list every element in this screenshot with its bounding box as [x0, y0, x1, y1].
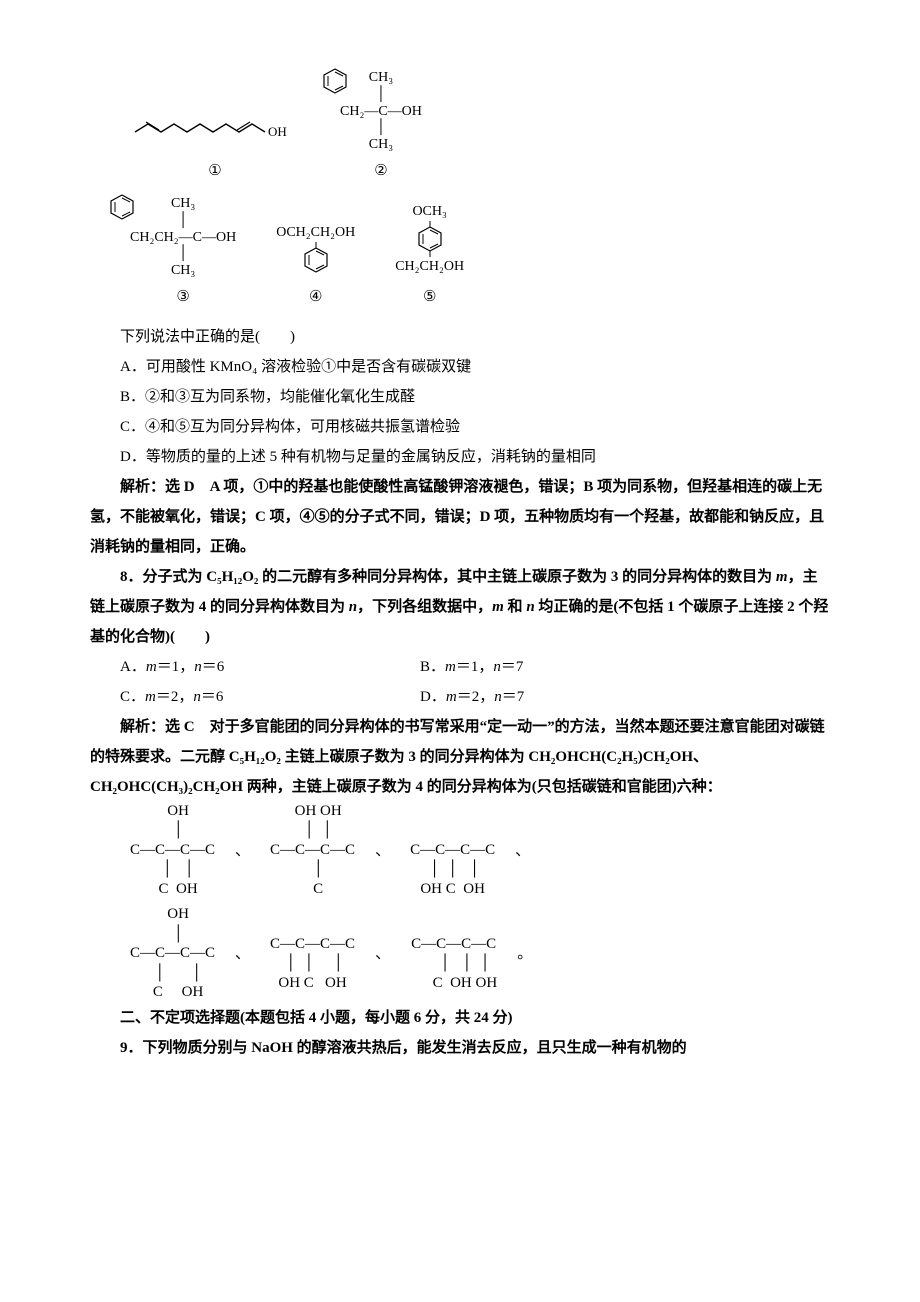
structure-2: CH₃ │ CH₂—C—OH │ CH₃ ②: [340, 70, 422, 186]
label-4: ④: [309, 282, 322, 312]
zigzag-chain-icon: OH: [130, 110, 300, 150]
structure-3: CH₃│ CH₂CH₂—C—OH│ CH₃ ③: [130, 196, 236, 312]
label-2: ②: [374, 156, 387, 186]
structures-row-1: OH ① CH₃ │ CH₂—C—OH │ CH₃ ②: [130, 70, 830, 186]
label-1: ①: [208, 156, 221, 186]
benzene-icon: [107, 192, 137, 222]
structure-4: OCH₂CH₂OH ④: [276, 225, 355, 312]
isomer-4: OH │C—C—C—C │ │ C OH: [130, 905, 215, 1003]
q8-options-row2: C．m＝2，n＝6 D．m＝2，n＝7: [120, 682, 830, 712]
q7-option-c: C．④和⑤互为同分异构体，可用核磁共振氢谱检验: [90, 412, 830, 442]
q7-option-a: A．可用酸性 KMnO₄ 溶液检验①中是否含有碳碳双键: [90, 352, 830, 382]
q9-stem: 9．下列物质分别与 NaOH 的醇溶液共热后，能发生消去反应，且只生成一种有机物…: [90, 1033, 830, 1063]
isomer-5: C—C—C—C │ │ │OH C OH: [270, 915, 355, 993]
structure-5: OCH₃ CH₂CH₂OH ⑤: [395, 204, 464, 312]
skeletal-row-1: OH │C—C—C—C │ │ C OH 、 OH OH │ │C—C—C—C …: [130, 802, 830, 900]
benzene-icon: [415, 221, 445, 259]
svg-text:OH: OH: [268, 124, 287, 139]
benzene-icon: [320, 66, 350, 96]
q8-answer: 解析：选 C 对于多官能团的同分异构体的书写常采用“定一动一”的方法，当然本题还…: [90, 712, 830, 802]
q7-option-b: B．②和③互为同系物，均能催化氧化生成醛: [90, 382, 830, 412]
structure-1: OH ①: [130, 110, 300, 186]
label-3: ③: [176, 282, 189, 312]
skeletal-row-2: OH │C—C—C—C │ │ C OH 、 C—C—C—C │ │ │OH C…: [130, 905, 830, 1003]
q8-options-row1: A．m＝1，n＝6 B．m＝1，n＝7: [120, 652, 830, 682]
q8-stem: 8．分子式为 C₅H₁₂O₂ 的二元醇有多种同分异构体，其中主链上碳原子数为 3…: [90, 562, 830, 652]
isomer-1: OH │C—C—C—C │ │ C OH: [130, 802, 215, 900]
q7-stem: 下列说法中正确的是( ): [90, 322, 830, 352]
q7-option-d: D．等物质的量的上述 5 种有机物与足量的金属钠反应，消耗钠的量相同: [90, 442, 830, 472]
isomer-3: C—C—C—C │ │ │OH C OH: [410, 802, 495, 900]
benzene-icon: [301, 242, 331, 276]
label-5: ⑤: [423, 282, 436, 312]
isomer-6: C—C—C—C │ │ │ C OH OH: [410, 915, 497, 993]
q7-answer: 解析：选 D A 项，①中的羟基也能使酸性高锰酸钾溶液褪色，错误；B 项为同系物…: [90, 472, 830, 562]
structures-row-2: CH₃│ CH₂CH₂—C—OH│ CH₃ ③ OCH₂CH₂OH ④ OCH₃: [130, 196, 830, 312]
section-2-header: 二、不定项选择题(本题包括 4 小题，每小题 6 分，共 24 分): [90, 1003, 830, 1033]
isomer-2: OH OH │ │C—C—C—C │ C: [270, 802, 355, 900]
